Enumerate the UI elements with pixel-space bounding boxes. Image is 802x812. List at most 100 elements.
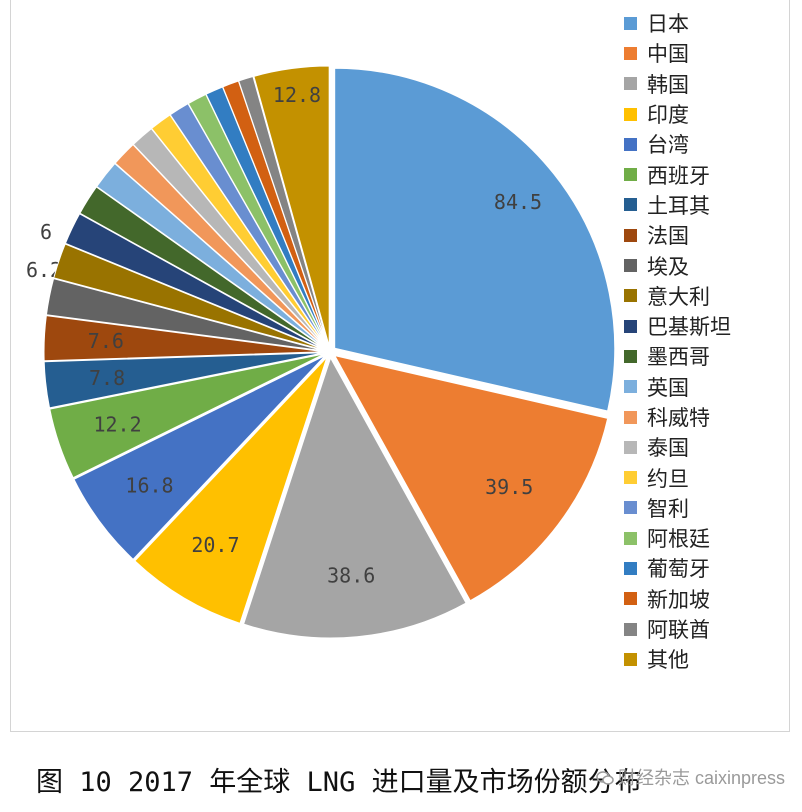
pie-slice-14 — [132, 128, 327, 348]
legend-label: 阿联酋 — [647, 618, 710, 643]
legend-label: 埃及 — [647, 254, 689, 279]
legend-label: 中国 — [647, 42, 689, 67]
legend-swatch — [624, 349, 637, 363]
legend-label: 英国 — [647, 375, 689, 400]
watermark-text: 财经杂志 caixinpress — [618, 768, 786, 788]
legend-item: 西班牙 — [624, 159, 794, 189]
pie-slice-2 — [242, 356, 467, 639]
pie-slice-5 — [49, 353, 325, 479]
legend-item: 约旦 — [624, 462, 794, 492]
legend-label: 土耳其 — [647, 193, 710, 218]
legend-swatch — [624, 107, 637, 121]
legend-item: 台湾 — [624, 129, 794, 159]
legend-swatch — [624, 46, 637, 60]
legend-item: 阿联酋 — [624, 614, 794, 644]
legend-swatch — [624, 77, 637, 91]
pie-slice-1 — [333, 354, 609, 602]
legend-swatch — [624, 168, 637, 182]
wechat-icon — [596, 771, 614, 785]
slice-data-label: 12.2 — [93, 412, 141, 436]
slice-data-label: 16.8 — [125, 473, 173, 497]
legend-swatch — [624, 410, 637, 424]
legend-item: 巴基斯坦 — [624, 311, 794, 341]
watermark: 财经杂志 caixinpress — [596, 764, 785, 790]
legend-item: 法国 — [624, 220, 794, 250]
legend-swatch — [624, 198, 637, 212]
legend-swatch — [624, 652, 637, 666]
legend-swatch — [624, 137, 637, 151]
legend-item: 阿根廷 — [624, 523, 794, 553]
legend-item: 日本 — [624, 8, 794, 38]
pie-slice-6 — [43, 352, 325, 409]
legend-swatch — [624, 259, 637, 273]
slice-data-label: 20.7 — [191, 533, 239, 557]
pie-slice-20 — [238, 75, 329, 347]
legend-swatch — [624, 471, 637, 485]
figure-caption: 图 10 2017 年全球 LNG 进口量及市场份额分布 — [36, 767, 642, 798]
slice-data-label: 84.5 — [494, 190, 542, 214]
legend-label: 巴基斯坦 — [647, 315, 731, 340]
legend-item: 英国 — [624, 372, 794, 402]
legend-item: 韩国 — [624, 69, 794, 99]
legend-swatch — [624, 622, 637, 636]
slice-data-label: 38.6 — [327, 563, 375, 587]
legend-label: 台湾 — [647, 133, 689, 158]
pie-slice-8 — [45, 277, 325, 352]
legend-label: 西班牙 — [647, 163, 710, 188]
legend-swatch — [624, 380, 637, 394]
pie-slice-11 — [79, 186, 326, 350]
slice-data-label: 7.6 — [88, 329, 124, 353]
slice-data-label: 7.8 — [89, 366, 125, 390]
legend-swatch — [624, 561, 637, 575]
legend-label: 约旦 — [647, 466, 689, 491]
legend-swatch — [624, 319, 637, 333]
legend-swatch — [624, 440, 637, 454]
legend-item: 智利 — [624, 493, 794, 523]
legend-label: 智利 — [647, 496, 689, 521]
legend-item: 印度 — [624, 99, 794, 129]
legend-label: 法国 — [647, 224, 689, 249]
legend-swatch — [624, 16, 637, 30]
pie-slice-9 — [53, 243, 325, 351]
legend-swatch — [624, 228, 637, 242]
legend-item: 埃及 — [624, 250, 794, 280]
legend-label: 其他 — [647, 648, 689, 673]
legend-label: 墨西哥 — [647, 345, 710, 370]
legend-swatch — [624, 592, 637, 606]
legend-label: 日本 — [647, 12, 689, 37]
pie-slice-4 — [73, 355, 326, 561]
legend-item: 泰国 — [624, 432, 794, 462]
legend-label: 印度 — [647, 103, 689, 128]
legend-swatch — [624, 531, 637, 545]
pie-slice-10 — [64, 213, 325, 350]
slice-data-label: 12.8 — [273, 83, 321, 107]
legend-swatch — [624, 501, 637, 515]
legend-label: 新加坡 — [647, 587, 710, 612]
pie-slice-13 — [114, 144, 327, 349]
pie-slice-3 — [134, 356, 328, 624]
pie-slice-0 — [334, 67, 616, 412]
legend-item: 科威特 — [624, 402, 794, 432]
legend-item: 葡萄牙 — [624, 553, 794, 583]
slice-data-label: 6 — [40, 220, 52, 244]
legend-swatch — [624, 289, 637, 303]
pie-slice-7 — [43, 315, 325, 362]
legend-label: 泰国 — [647, 436, 689, 461]
legend-item: 土耳其 — [624, 190, 794, 220]
legend-item: 意大利 — [624, 281, 794, 311]
legend-label: 科威特 — [647, 406, 710, 430]
slice-data-label: 39.5 — [485, 475, 533, 499]
pie-slice-21 — [253, 65, 330, 347]
legend-label: 意大利 — [647, 284, 710, 309]
legend-label: 葡萄牙 — [647, 557, 710, 582]
legend-label: 韩国 — [647, 72, 689, 97]
pie-slice-12 — [96, 162, 326, 349]
legend-item: 新加坡 — [624, 584, 794, 614]
legend-item: 墨西哥 — [624, 341, 794, 371]
legend-item: 中国 — [624, 38, 794, 68]
legend-label: 阿根廷 — [647, 527, 710, 552]
legend-item: 其他 — [624, 644, 794, 674]
legend: 日本中国韩国印度台湾西班牙土耳其法国埃及意大利巴基斯坦墨西哥英国科威特泰国约旦智… — [624, 8, 794, 675]
chart-frame — [10, 0, 790, 732]
